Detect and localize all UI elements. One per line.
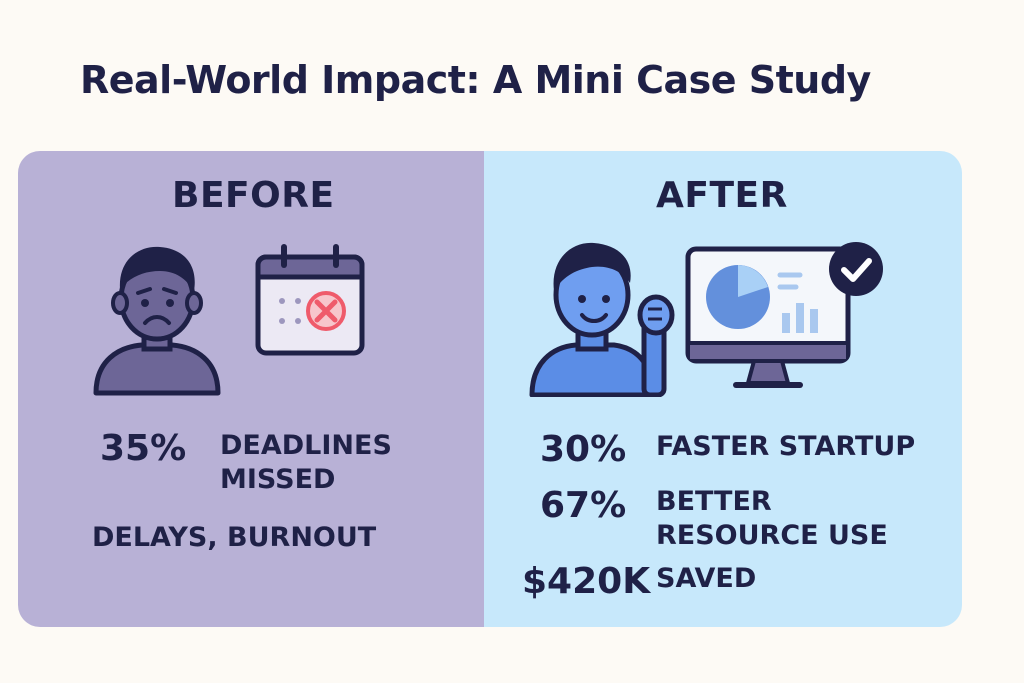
after-panel: AFTER [484,151,962,627]
after-stat-label-line2: RESOURCE USE [656,520,888,551]
check-icon [829,242,883,296]
happy-person-icon [529,242,675,397]
after-stat-label: SAVED [656,563,757,594]
page-title: Real-World Impact: A Mini Case Study [80,58,871,102]
after-stat-label: BETTER [656,486,772,517]
sad-person-icon [93,246,221,396]
after-heading: AFTER [656,175,788,216]
dashboard-monitor-icon [685,246,851,388]
calendar-missed-icon [255,244,365,356]
after-stat-value: 30% [540,429,627,470]
before-stat-value: 35% [100,428,187,469]
before-panel: BEFORE 35 [18,151,484,627]
after-stat-value: 67% [540,485,627,526]
comparison-card: BEFORE 35 [18,151,962,627]
after-stat-label: FASTER STARTUP [656,431,916,462]
before-stat-label-line2: MISSED [220,464,336,495]
before-note: DELAYS, BURNOUT [92,522,377,553]
after-stat-value: $420K [522,561,651,602]
before-heading: BEFORE [172,175,335,216]
before-stat-label-line1: DEADLINES [220,430,392,461]
